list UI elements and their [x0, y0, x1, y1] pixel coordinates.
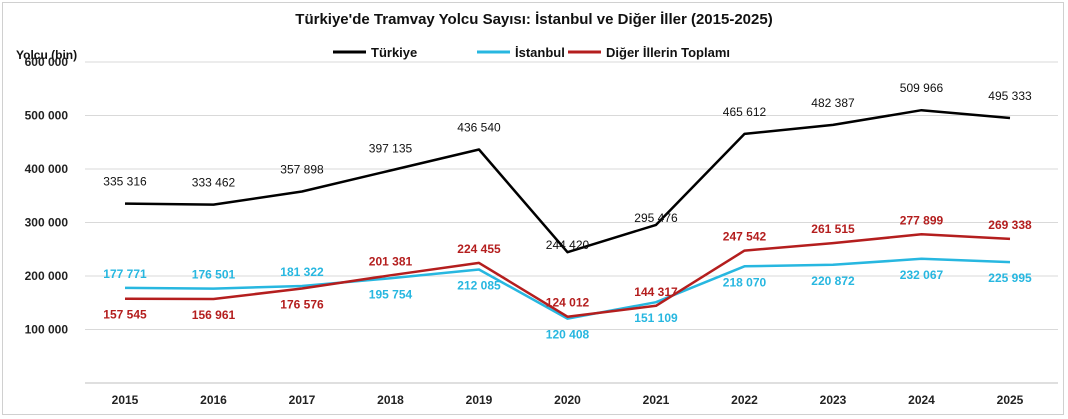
istanbul-data-label: 195 754 [369, 287, 413, 301]
turkiye-data-label: 436 540 [457, 120, 501, 134]
diger-data-label: 269 338 [988, 218, 1032, 232]
istanbul-data-label: 225 995 [988, 271, 1032, 285]
istanbul-data-label: 212 085 [457, 279, 501, 293]
series-line-1 [124, 257, 1011, 320]
turkiye-data-label: 397 135 [369, 142, 413, 156]
legend-label-1: İstanbul [515, 45, 565, 60]
y-axis-label: Yolcu (bin) [16, 48, 77, 62]
y-tick-label: 100 000 [25, 323, 69, 337]
diger-data-label: 176 576 [280, 298, 324, 312]
x-tick-label: 2021 [643, 393, 670, 407]
y-tick-label: 200 000 [25, 269, 69, 283]
x-tick-label: 2022 [731, 393, 758, 407]
diger-data-label: 124 012 [546, 296, 590, 310]
series-line-2 [124, 233, 1011, 318]
y-tick-label: 500 000 [25, 109, 69, 123]
istanbul-data-label: 232 067 [900, 268, 944, 282]
turkiye-data-label: 495 333 [988, 89, 1032, 103]
y-axis-ticks: 100 000 200 000 300 000 400 000 500 000 600 0… [25, 55, 69, 337]
legend-label-0: Türkiye [371, 45, 417, 60]
istanbul-data-label: 220 872 [811, 274, 855, 288]
x-axis-ticks: 2015 2016 2017 2018 2019 2020 2021 2022 2023 2024… [112, 393, 1024, 407]
series-line-0 [124, 108, 1011, 254]
diger-data-label: 277 899 [900, 213, 944, 227]
y-tick-label: 600 000 [25, 55, 69, 69]
istanbul-data-label: 151 109 [634, 311, 678, 325]
series-lines [124, 108, 1011, 320]
y-tick-label: 300 000 [25, 216, 69, 230]
x-tick-label: 2019 [466, 393, 493, 407]
turkiye-data-label: 482 387 [811, 96, 855, 110]
diger-data-label: 157 545 [103, 308, 147, 322]
diger-data-label: 156 961 [192, 308, 236, 322]
turkiye-data-label: 333 462 [192, 176, 236, 190]
diger-data-label: 201 381 [369, 254, 413, 268]
turkiye-data-label: 357 898 [280, 163, 324, 177]
diger-data-label: 224 455 [457, 242, 501, 256]
istanbul-data-label: 177 771 [103, 267, 147, 281]
x-tick-label: 2020 [554, 393, 581, 407]
istanbul-data-label: 218 070 [723, 275, 767, 289]
istanbul-data-label: 176 501 [192, 268, 236, 282]
x-tick-label: 2023 [820, 393, 847, 407]
x-tick-label: 2024 [908, 393, 935, 407]
turkiye-data-label: 465 612 [723, 105, 767, 119]
gridlines [85, 61, 1058, 384]
x-tick-label: 2018 [377, 393, 404, 407]
istanbul-data-label: 120 408 [546, 328, 590, 342]
istanbul-data-label: 181 322 [280, 265, 324, 279]
diger-data-label: 247 542 [723, 230, 767, 244]
x-tick-label: 2016 [200, 393, 227, 407]
turkiye-data-label: 335 316 [103, 175, 147, 189]
chart-title: Türkiye'de Tramvay Yolcu Sayısı: İstanbu… [295, 11, 772, 28]
turkiye-data-label: 509 966 [900, 81, 944, 95]
x-tick-label: 2025 [997, 393, 1024, 407]
turkiye-data-label: 244 420 [546, 238, 590, 252]
legend: Türkiye İstanbul Diğer İllerin Toplamı [333, 45, 730, 60]
y-tick-label: 400 000 [25, 162, 69, 176]
legend-label-2: Diğer İllerin Toplamı [606, 45, 730, 60]
x-tick-label: 2015 [112, 393, 139, 407]
x-tick-label: 2017 [289, 393, 316, 407]
diger-data-label: 261 515 [811, 222, 855, 236]
turkiye-data-label: 295 476 [634, 211, 678, 225]
data-labels: 335 316 333 462 357 898 397 135 436 540 244 4… [103, 81, 1032, 341]
diger-data-label: 144 317 [634, 285, 678, 299]
